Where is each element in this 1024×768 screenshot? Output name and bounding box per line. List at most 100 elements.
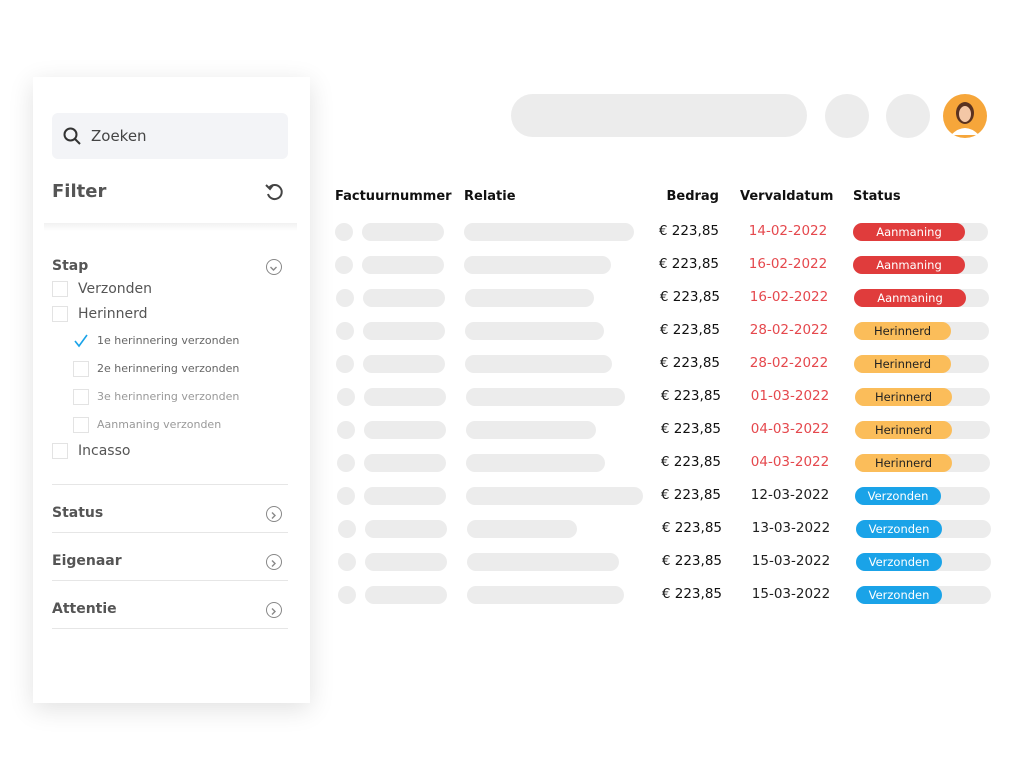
invoice-number-placeholder — [363, 355, 445, 373]
option-label[interactable]: Incasso — [78, 443, 131, 459]
due-date: 28-02-2022 — [749, 355, 829, 371]
suboption-label[interactable]: 2e herinnering verzonden — [97, 362, 240, 375]
checkbox[interactable] — [73, 333, 89, 349]
divider — [44, 223, 297, 231]
column-header[interactable]: Relatie — [464, 189, 516, 204]
search-placeholder: Zoeken — [91, 127, 147, 145]
divider — [52, 532, 288, 533]
status-badge[interactable]: Verzonden — [856, 586, 942, 604]
invoice-number-placeholder — [363, 322, 445, 340]
column-header[interactable]: Status — [853, 189, 901, 204]
divider — [52, 484, 288, 485]
status-badge[interactable]: Herinnerd — [855, 454, 952, 472]
invoice-number-placeholder — [365, 553, 447, 571]
relation-placeholder — [464, 223, 634, 241]
status-badge[interactable]: Herinnerd — [855, 388, 952, 406]
status-badge[interactable]: Herinnerd — [854, 322, 951, 340]
section-title[interactable]: Status — [52, 505, 104, 521]
relation-placeholder — [467, 553, 619, 571]
suboption-label[interactable]: Aanmaning verzonden — [97, 418, 222, 431]
option-label[interactable]: Herinnerd — [78, 306, 148, 322]
avatar-placeholder — [337, 421, 355, 439]
status-badge[interactable]: Aanmaning — [853, 223, 965, 241]
relation-placeholder — [466, 388, 625, 406]
section-title[interactable]: Attentie — [52, 601, 117, 617]
checkbox[interactable] — [52, 306, 68, 322]
checkbox[interactable] — [52, 281, 68, 297]
avatar-placeholder — [338, 586, 356, 604]
avatar-placeholder — [337, 454, 355, 472]
amount: € 223,85 — [661, 586, 722, 602]
relation-placeholder — [466, 454, 605, 472]
amount: € 223,85 — [659, 322, 720, 338]
column-header[interactable]: Factuurnummer — [335, 189, 452, 204]
search-box[interactable]: Zoeken — [52, 113, 288, 159]
relation-placeholder — [464, 256, 611, 274]
option-label[interactable]: Verzonden — [78, 281, 153, 297]
chevron-right — [271, 608, 276, 615]
reset-icon[interactable] — [264, 182, 284, 202]
due-date: 12-03-2022 — [750, 487, 830, 503]
column-header[interactable]: Bedrag — [666, 189, 719, 204]
section-chevron[interactable] — [266, 259, 282, 275]
status-badge[interactable]: Herinnerd — [855, 421, 952, 439]
invoice-number-placeholder — [364, 421, 446, 439]
due-date: 01-03-2022 — [750, 388, 830, 404]
relation-placeholder — [467, 586, 624, 604]
status-badge[interactable]: Verzonden — [856, 520, 942, 538]
icon-button[interactable] — [825, 94, 869, 138]
avatar-placeholder — [338, 520, 356, 538]
avatar-placeholder — [336, 289, 354, 307]
avatar-placeholder — [335, 223, 353, 241]
section-chevron[interactable] — [266, 602, 282, 618]
top-search-placeholder — [511, 94, 807, 137]
chevron-right — [271, 512, 276, 519]
status-badge[interactable]: Verzonden — [855, 487, 941, 505]
status-badge[interactable]: Herinnerd — [854, 355, 951, 373]
due-date: 04-03-2022 — [750, 421, 830, 437]
amount: € 223,85 — [660, 421, 721, 437]
avatar-placeholder — [337, 388, 355, 406]
due-date: 28-02-2022 — [749, 322, 829, 338]
due-date: 16-02-2022 — [748, 256, 828, 272]
chevron-down — [270, 266, 277, 271]
amount: € 223,85 — [658, 256, 719, 272]
avatar-placeholder — [336, 322, 354, 340]
checkbox[interactable] — [73, 389, 89, 405]
column-header[interactable]: Vervaldatum — [740, 189, 834, 204]
search-icon — [63, 127, 81, 145]
status-badge[interactable]: Aanmaning — [854, 289, 966, 307]
avatar-placeholder — [338, 553, 356, 571]
amount: € 223,85 — [660, 487, 721, 503]
divider — [52, 628, 288, 629]
due-date: 15-03-2022 — [751, 586, 831, 602]
amount: € 223,85 — [660, 454, 721, 470]
section-title[interactable]: Stap — [52, 258, 89, 274]
avatar[interactable] — [942, 93, 988, 139]
amount: € 223,85 — [659, 289, 720, 305]
icon-button[interactable] — [886, 94, 930, 138]
section-chevron[interactable] — [266, 506, 282, 522]
status-badge[interactable]: Verzonden — [856, 553, 942, 571]
section-chevron[interactable] — [266, 554, 282, 570]
checkbox[interactable] — [73, 361, 89, 377]
suboption-label[interactable]: 1e herinnering verzonden — [97, 334, 240, 347]
relation-placeholder — [465, 355, 612, 373]
due-date: 04-03-2022 — [750, 454, 830, 470]
status-badge[interactable]: Aanmaning — [853, 256, 965, 274]
checkbox[interactable] — [73, 417, 89, 433]
invoice-number-placeholder — [363, 289, 445, 307]
suboption-label[interactable]: 3e herinnering verzonden — [97, 390, 240, 403]
filter-title: Filter — [52, 181, 107, 202]
relation-placeholder — [465, 322, 604, 340]
relation-placeholder — [466, 421, 596, 439]
amount: € 223,85 — [659, 355, 720, 371]
invoice-number-placeholder — [364, 487, 446, 505]
avatar-placeholder — [337, 487, 355, 505]
checkbox[interactable] — [52, 443, 68, 459]
section-title[interactable]: Eigenaar — [52, 553, 122, 569]
invoice-number-placeholder — [365, 586, 447, 604]
due-date: 14-02-2022 — [748, 223, 828, 239]
avatar-placeholder — [336, 355, 354, 373]
